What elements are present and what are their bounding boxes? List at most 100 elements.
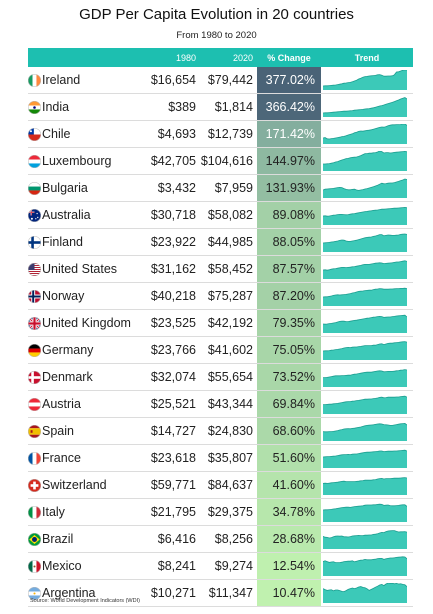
- table-row: Norway $40,218 $75,287 87.20%: [28, 282, 413, 310]
- trend-sparkline: [323, 70, 407, 90]
- percent-change: 34.78%: [257, 498, 321, 526]
- trend-area: [323, 179, 407, 198]
- trend-sparkline: [323, 422, 407, 441]
- country-wrap: United States: [28, 262, 144, 276]
- trend-cell: [321, 120, 413, 148]
- trend-sparkline: [323, 287, 407, 306]
- country-wrap: Chile: [28, 127, 144, 141]
- country-name: Brazil: [42, 532, 74, 546]
- trend-line: [323, 151, 407, 165]
- value-1980: $4,693: [144, 120, 200, 148]
- country-cell: Spain: [28, 417, 144, 445]
- trend-line: [323, 369, 407, 378]
- value-2020: $12,739: [200, 120, 257, 148]
- chart-title: GDP Per Capita Evolution in 20 countries: [79, 6, 354, 23]
- value-2020: $35,807: [200, 444, 257, 472]
- trend-cell: [321, 93, 413, 121]
- country-wrap: Ireland: [28, 73, 144, 87]
- table-row: Bulgaria $3,432 $7,959 131.93%: [28, 174, 413, 202]
- value-1980: $31,162: [144, 255, 200, 283]
- trend-area: [323, 396, 407, 414]
- table-row: Australia $30,718 $58,082 89.08%: [28, 201, 413, 229]
- country-wrap: Italy: [28, 505, 144, 519]
- trend-sparkline: [323, 206, 407, 225]
- country-name: Germany: [42, 343, 94, 357]
- country-name: India: [42, 100, 70, 114]
- value-2020: $29,375: [200, 498, 257, 526]
- country-name: Finland: [42, 235, 83, 249]
- country-name: Australia: [42, 208, 91, 222]
- table-row: Germany $23,766 $41,602 75.05%: [28, 336, 413, 364]
- percent-change: 12.54%: [257, 552, 321, 580]
- flag-germany-icon: [28, 343, 41, 357]
- value-2020: $43,344: [200, 390, 257, 418]
- flag-chile-icon: [28, 127, 41, 141]
- table-row: Italy $21,795 $29,375 34.78%: [28, 498, 413, 526]
- value-2020: $75,287: [200, 282, 257, 310]
- trend-area: [323, 341, 407, 360]
- country-wrap: Luxembourg: [28, 154, 144, 168]
- value-2020: $84,637: [200, 471, 257, 499]
- table-row: Mexico $8,241 $9,274 12.54%: [28, 552, 413, 580]
- flag-switzerland-icon: [28, 478, 41, 492]
- trend-cell: [321, 444, 413, 472]
- percent-change: 87.20%: [257, 282, 321, 310]
- value-1980: $6,416: [144, 525, 200, 553]
- trend-area: [323, 97, 407, 117]
- trend-cell: [321, 255, 413, 283]
- country-wrap: Germany: [28, 343, 144, 357]
- country-name: Luxembourg: [42, 154, 112, 168]
- trend-line: [323, 395, 407, 405]
- trend-cell: [321, 174, 413, 202]
- country-name: Spain: [42, 424, 74, 438]
- table-row: Austria $25,521 $43,344 69.84%: [28, 390, 413, 418]
- country-cell: Denmark: [28, 363, 144, 391]
- trend-area: [323, 369, 407, 387]
- header-1980: 1980: [144, 48, 200, 67]
- trend-area: [323, 477, 407, 495]
- trend-sparkline: [323, 124, 407, 144]
- country-cell: Australia: [28, 201, 144, 229]
- trend-sparkline: [323, 556, 407, 576]
- country-name: Mexico: [42, 559, 82, 573]
- percent-change: 75.05%: [257, 336, 321, 364]
- trend-line: [323, 124, 407, 140]
- country-cell: United States: [28, 255, 144, 283]
- trend-sparkline: [323, 178, 407, 198]
- country-cell: Argentina: [28, 579, 144, 607]
- trend-area: [323, 260, 407, 279]
- value-2020: $1,814: [200, 93, 257, 121]
- trend-area: [323, 504, 407, 522]
- country-cell: Mexico: [28, 552, 144, 580]
- trend-area: [323, 288, 407, 306]
- trend-line: [323, 260, 407, 271]
- percent-change: 87.57%: [257, 255, 321, 283]
- table-row: India $389 $1,814 366.42%: [28, 93, 413, 121]
- country-wrap: Denmark: [28, 370, 144, 384]
- flag-argentina-icon: [28, 586, 41, 600]
- value-2020: $58,452: [200, 255, 257, 283]
- value-1980: $389: [144, 93, 200, 121]
- value-1980: $23,766: [144, 336, 200, 364]
- country-cell: Ireland: [28, 67, 144, 94]
- value-2020: $79,442: [200, 67, 257, 94]
- country-name: Italy: [42, 505, 65, 519]
- flag-mexico-icon: [28, 559, 41, 573]
- country-cell: United Kingdom: [28, 309, 144, 337]
- trend-area: [323, 556, 407, 576]
- flag-denmark-icon: [28, 370, 41, 384]
- trend-line: [323, 503, 407, 511]
- value-1980: $16,654: [144, 67, 200, 94]
- value-1980: $23,525: [144, 309, 200, 337]
- percent-change: 10.47%: [257, 579, 321, 607]
- source-note: Source: World Development Indicators (WD…: [30, 598, 140, 604]
- trend-line: [323, 422, 407, 433]
- country-cell: Switzerland: [28, 471, 144, 499]
- percent-change: 171.42%: [257, 120, 321, 148]
- country-name: Argentina: [42, 586, 96, 600]
- percent-change: 79.35%: [257, 309, 321, 337]
- flag-luxembourg-icon: [28, 154, 41, 168]
- value-1980: $59,771: [144, 471, 200, 499]
- trend-cell: [321, 390, 413, 418]
- trend-area: [323, 207, 407, 225]
